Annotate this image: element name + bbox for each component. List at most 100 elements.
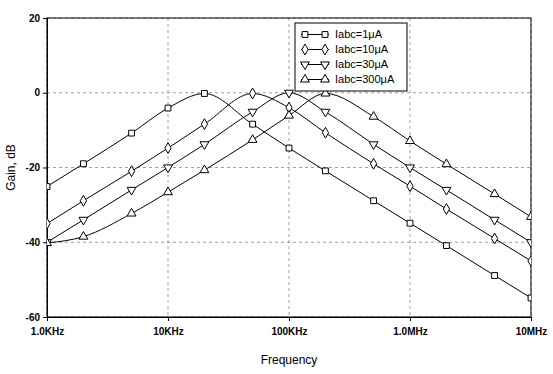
series-marker (128, 166, 134, 177)
series-marker (201, 119, 207, 130)
series-marker (47, 218, 50, 229)
plot-area: 1.0KHz 10KHz 100KHz 1.0MHz 10MHz -60 -40 -20 0 20… (26, 13, 548, 337)
x-tick-mark (410, 317, 411, 321)
x-tick-mark (168, 317, 169, 321)
series-line (47, 93, 531, 260)
x-tick-label: 10MHz (516, 326, 548, 337)
legend-entry: Iabc=10μA (301, 43, 389, 55)
series-marker (528, 256, 531, 267)
series-marker (286, 145, 292, 151)
series-marker (406, 165, 415, 173)
x-tick-label: 100KHz (271, 326, 307, 337)
series-marker (200, 165, 209, 173)
series-marker (323, 168, 329, 174)
series-group (47, 88, 531, 301)
x-tick-mark (289, 317, 290, 321)
series-marker (406, 136, 415, 144)
legend-marker (301, 74, 310, 82)
series-line (47, 93, 531, 243)
series-marker (250, 121, 256, 127)
series-marker (165, 143, 171, 154)
y-tick-mark (43, 242, 47, 243)
y-axis-line (43, 19, 48, 318)
series-marker (47, 184, 50, 190)
series-marker (369, 142, 378, 150)
plot-frame (47, 18, 531, 317)
series-marker (407, 220, 413, 226)
y-tick: -40 (26, 237, 47, 248)
y-tick-label: -60 (26, 312, 41, 323)
series-marker (322, 127, 328, 138)
series-marker (443, 204, 449, 215)
legend: Iabc=1μAIabc=10μAIabc=30μAIabc=300μA (295, 23, 407, 91)
x-tick: 10MHz (516, 317, 548, 337)
y-tick-label: 0 (34, 87, 40, 98)
legend-entry: Iabc=300μA (301, 73, 395, 85)
y-tick-mark (43, 168, 47, 169)
x-tick: 100KHz (271, 317, 307, 337)
x-tick-label: 1.0KHz (31, 326, 64, 337)
legend-box (295, 23, 407, 91)
series-marker (127, 208, 136, 216)
series-marker (490, 189, 499, 197)
series-line (47, 93, 531, 243)
y-tick: 20 (29, 13, 47, 24)
y-tick-mark (43, 317, 47, 318)
series-marker (79, 217, 88, 225)
series-marker (81, 161, 87, 167)
x-tick-label: 10KHz (153, 326, 184, 337)
series-marker (321, 109, 330, 117)
legend-marker (302, 32, 308, 38)
series-marker (370, 158, 376, 169)
legend-marker (301, 62, 310, 70)
x-tick-mark (531, 317, 532, 321)
grid-line (47, 242, 531, 243)
y-tick-mark (43, 93, 47, 94)
legend-label: Iabc=10μA (335, 43, 389, 55)
y-tick-label: -20 (26, 162, 41, 173)
legend-marker (321, 62, 330, 70)
y-tick-label: -40 (26, 237, 41, 248)
series-marker (164, 165, 173, 173)
series-marker (202, 91, 208, 97)
series-marker (248, 135, 257, 143)
series-marker (371, 198, 377, 204)
series-marker (490, 217, 499, 225)
series-line (47, 93, 531, 297)
series-marker (527, 240, 531, 248)
series-marker (491, 233, 497, 244)
x-axis-title: Frequency (261, 353, 318, 367)
grid (47, 18, 531, 317)
series-marker (444, 243, 450, 249)
y-tick: -20 (26, 162, 47, 173)
series-marker (442, 159, 451, 167)
legend-label: Iabc=300μA (335, 73, 395, 85)
series-marker (127, 187, 136, 195)
legend-entry: Iabc=1μA (301, 28, 383, 40)
series-marker (248, 109, 257, 117)
series-marker (528, 295, 531, 301)
series-marker (200, 142, 209, 150)
series-marker (407, 181, 413, 192)
y-axis: -60 -40 -20 0 20 (26, 13, 48, 323)
series-marker (47, 238, 51, 246)
y-axis-title: Gain, dB (4, 144, 18, 191)
x-axis: 1.0KHz 10KHz 100KHz 1.0MHz 10MHz (31, 317, 548, 337)
legend-marker (321, 74, 330, 82)
series-marker (492, 273, 498, 279)
series-marker (285, 110, 294, 118)
grid-line (47, 167, 531, 168)
series-marker (165, 105, 171, 111)
series-marker (442, 187, 451, 195)
series-marker (164, 187, 173, 195)
series-marker (129, 130, 135, 136)
x-tick-label: 1.0MHz (393, 326, 427, 337)
series-marker (369, 112, 378, 120)
series-marker (79, 232, 88, 240)
y-tick: 0 (34, 87, 47, 98)
x-tick: 10KHz (153, 317, 184, 337)
x-tick: 1.0MHz (393, 317, 427, 337)
chart: 1.0KHz 10KHz 100KHz 1.0MHz 10MHz -60 -40 -20 0 20… (0, 0, 553, 374)
legend-marker (322, 44, 328, 55)
y-tick-label: 20 (29, 13, 41, 24)
